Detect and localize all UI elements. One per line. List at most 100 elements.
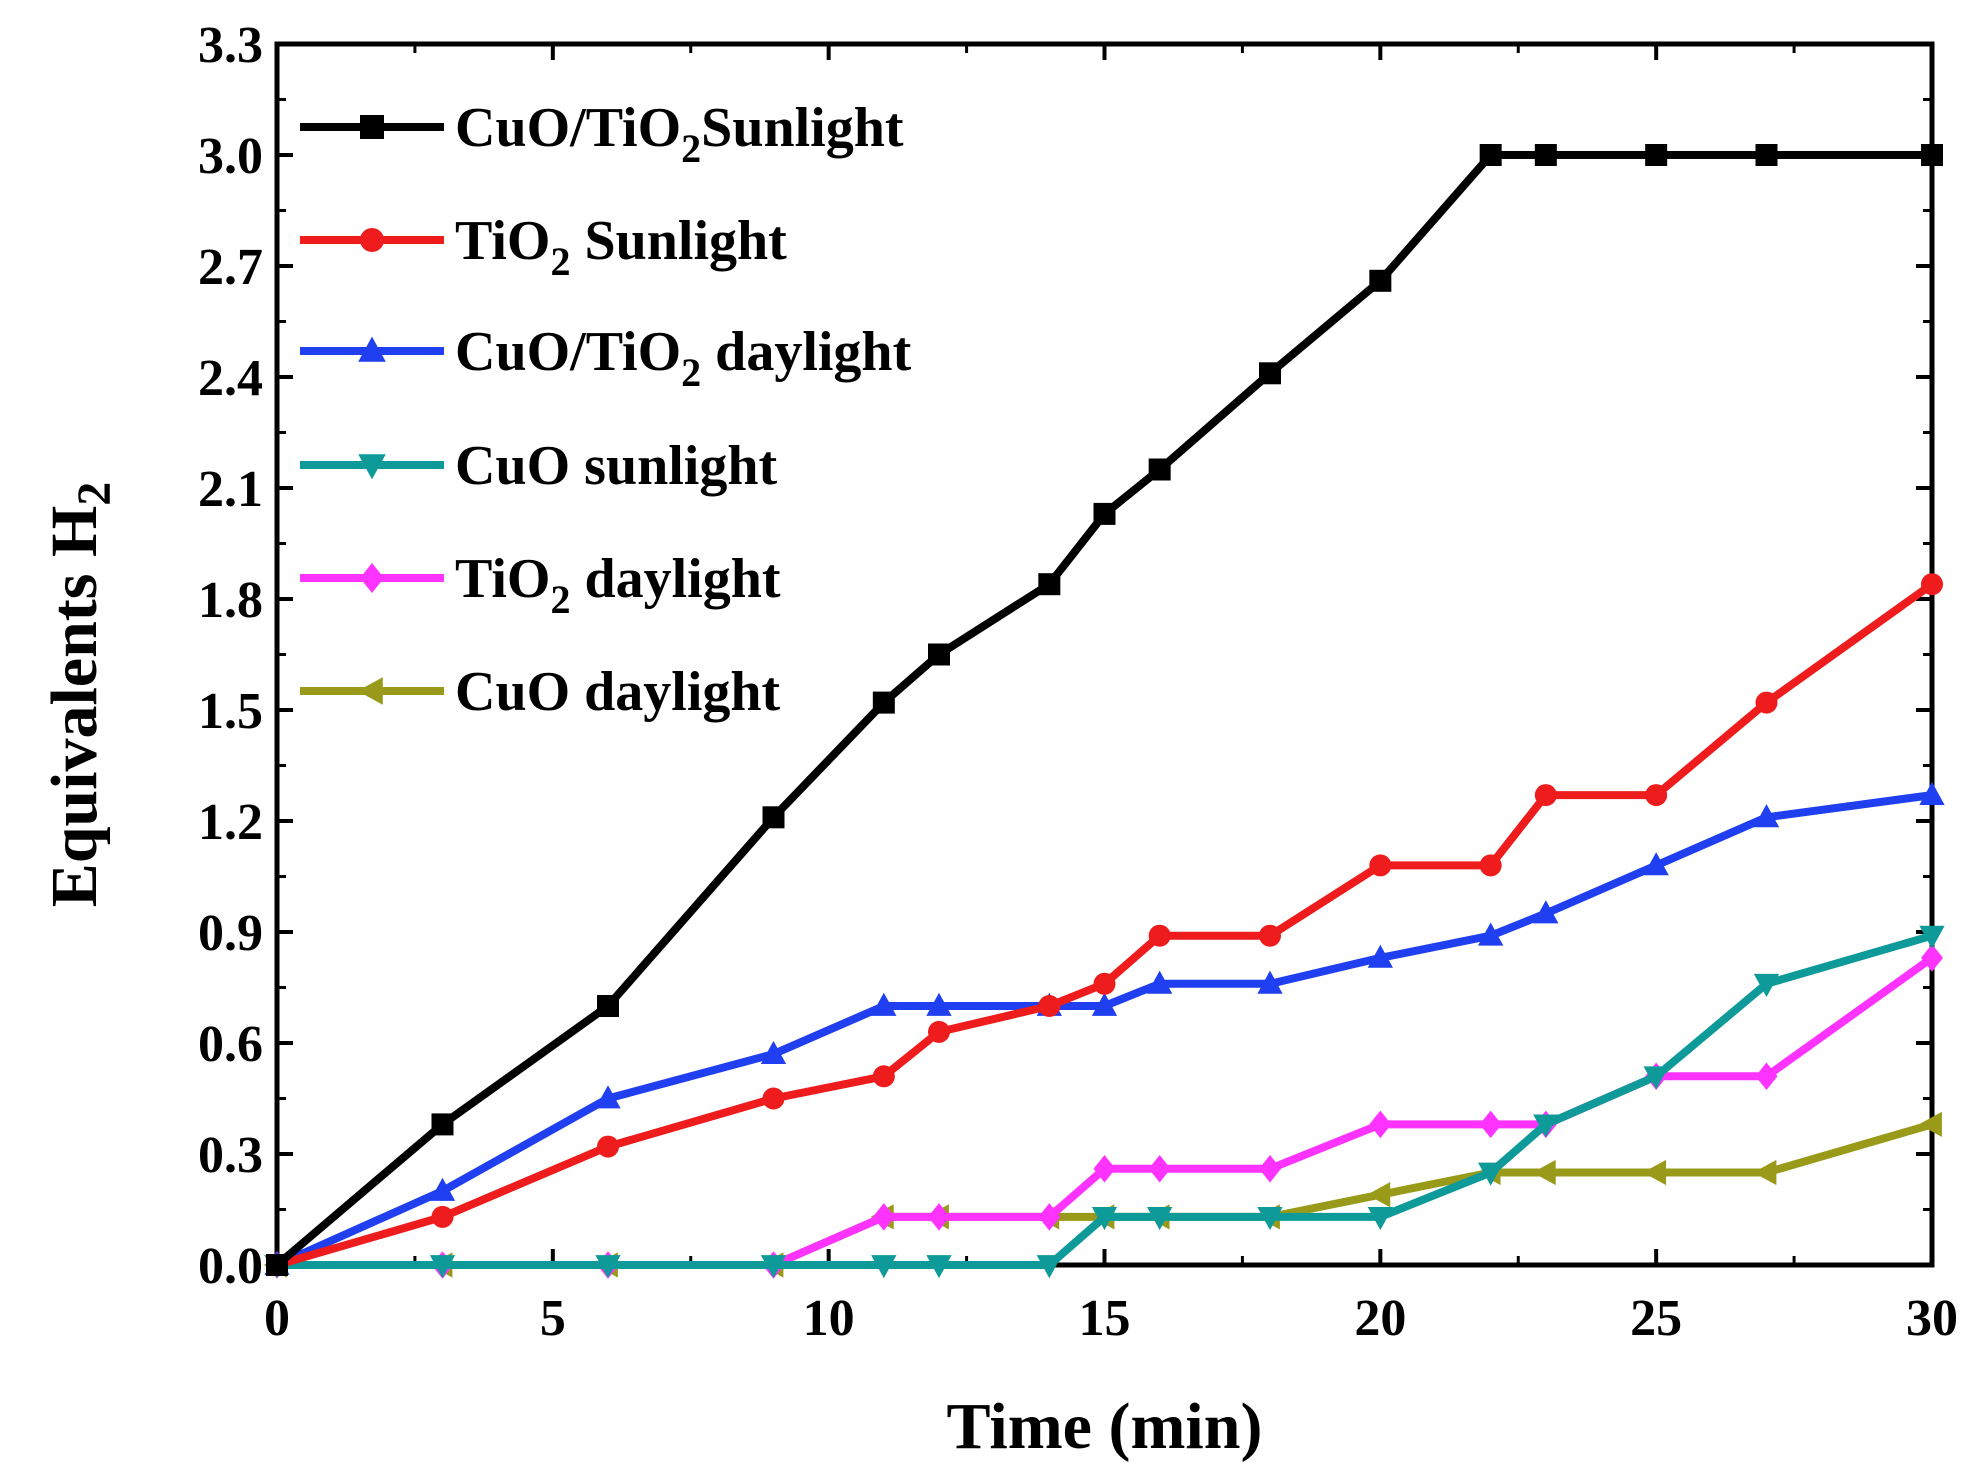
legend-marker [360, 115, 384, 139]
x-tick-label: 0 [264, 1290, 290, 1347]
x-tick-label: 10 [803, 1290, 855, 1347]
legend-entry-cuo-sunlight: CuO sunlight [300, 435, 777, 497]
legend-label: CuO/TiO2 daylight [455, 321, 912, 395]
data-point [1534, 144, 1557, 166]
series-tio2-sunlight [266, 573, 1943, 1276]
data-point [1478, 1162, 1504, 1186]
data-point [266, 1254, 288, 1276]
data-point [872, 1203, 895, 1231]
data-point [1921, 144, 1943, 166]
legend-marker [358, 454, 386, 480]
data-point [597, 995, 619, 1017]
legend-label: CuO/TiO2Sunlight [455, 97, 904, 171]
legend-label-subscript: 2 [550, 239, 570, 284]
series-cuo-tio2sunlight [266, 144, 1943, 1276]
data-point [871, 992, 897, 1016]
x-tick-label: 15 [1079, 1290, 1131, 1347]
data-point [1918, 1111, 1942, 1138]
data-point [762, 1087, 785, 1110]
data-point [1148, 458, 1171, 481]
data-point [1921, 944, 1943, 972]
data-point [1479, 1110, 1502, 1139]
legend-label-subscript: 2 [681, 126, 701, 171]
data-point [431, 1113, 454, 1136]
legend-label-suffix: Sunlight [570, 210, 787, 272]
data-point [1147, 1207, 1173, 1231]
y-tick-label: 0.3 [198, 1127, 263, 1184]
data-point [1921, 573, 1943, 596]
y-axis-title: Equivalents H2 [38, 482, 121, 908]
axes: 0 5 10 15 20 25 30 0.0 0.3 0.6 0.9 1.2 1.5 1.8 2.1 2.4 2… [198, 17, 1958, 1347]
data-point [1369, 269, 1392, 292]
legend-entry-tio2-sunlight: TiO2 Sunlight [300, 210, 787, 284]
data-point [1479, 144, 1502, 166]
data-point [1259, 1155, 1281, 1183]
data-point [1643, 852, 1669, 876]
data-point [1367, 1182, 1391, 1208]
y-tick-label: 0.0 [198, 1238, 263, 1295]
data-point [1038, 1203, 1061, 1231]
data-point [1091, 992, 1118, 1016]
y-tick-label: 1.5 [198, 683, 263, 740]
legend-entry-cuo-tio2sunlight: CuO/TiO2Sunlight [300, 97, 904, 171]
legend-label: TiO2 daylight [455, 548, 781, 622]
data-point [1091, 1207, 1118, 1231]
legend-label-main: CuO daylight [455, 661, 781, 723]
data-point [1533, 1114, 1559, 1138]
data-point [1755, 144, 1778, 166]
data-point [871, 1255, 897, 1279]
y-tick-label: 3.0 [198, 128, 263, 185]
x-tick-label: 20 [1354, 1290, 1406, 1347]
data-point [928, 643, 950, 666]
data-point [595, 1255, 621, 1279]
x-tick-label: 5 [540, 1290, 566, 1347]
data-point [760, 1040, 787, 1064]
x-tick-label: 30 [1906, 1290, 1958, 1347]
y-axis-title-main: Equivalents H [38, 506, 111, 908]
data-point [926, 992, 952, 1016]
legend-label-subscript: 2 [550, 577, 570, 622]
y-tick-label: 2.4 [198, 350, 263, 407]
data-point [1367, 1207, 1393, 1231]
y-tick-label: 1.2 [198, 794, 263, 851]
data-point [1532, 1159, 1556, 1186]
y-tick-label: 0.6 [198, 1016, 263, 1073]
data-point [1753, 1159, 1777, 1186]
legend-label-main: TiO [455, 548, 550, 610]
data-point [872, 691, 895, 714]
data-point [1093, 1155, 1116, 1183]
data-point [928, 1020, 950, 1043]
legend-label: CuO daylight [455, 661, 781, 723]
legend-entry-tio2-daylight: TiO2 daylight [300, 548, 781, 622]
data-point [1479, 854, 1502, 877]
x-tick-label: 25 [1630, 1290, 1682, 1347]
data-point [1257, 1207, 1283, 1231]
data-point [1753, 804, 1780, 828]
data-point [1755, 1062, 1778, 1091]
data-point [1093, 972, 1116, 995]
legend-marker [357, 677, 383, 705]
data-point [1148, 924, 1171, 947]
legend-marker [358, 336, 386, 362]
data-point [1148, 1155, 1171, 1183]
data-point [1259, 924, 1281, 947]
data-point [1478, 922, 1504, 946]
data-point [1036, 1255, 1062, 1279]
y-tick-label: 1.8 [198, 572, 263, 629]
data-point [431, 1205, 454, 1228]
legend-label-main: CuO sunlight [455, 435, 777, 497]
y-tick-label: 2.1 [198, 461, 263, 518]
legend-label: CuO sunlight [455, 435, 777, 497]
legend-entry-cuo-daylight: CuO daylight [300, 661, 781, 723]
data-point [1367, 944, 1393, 968]
legend-label-main: TiO [455, 210, 550, 272]
data-point [1919, 781, 1945, 805]
y-tick-label: 2.7 [198, 239, 263, 296]
data-point [1645, 144, 1668, 166]
data-point [1533, 900, 1559, 924]
series-line-cuo-sunlight [273, 931, 1936, 1269]
y-tick-label: 3.3 [198, 17, 263, 74]
series-line-cuo-tio2-daylight [273, 791, 1936, 1269]
data-point [1259, 362, 1281, 385]
